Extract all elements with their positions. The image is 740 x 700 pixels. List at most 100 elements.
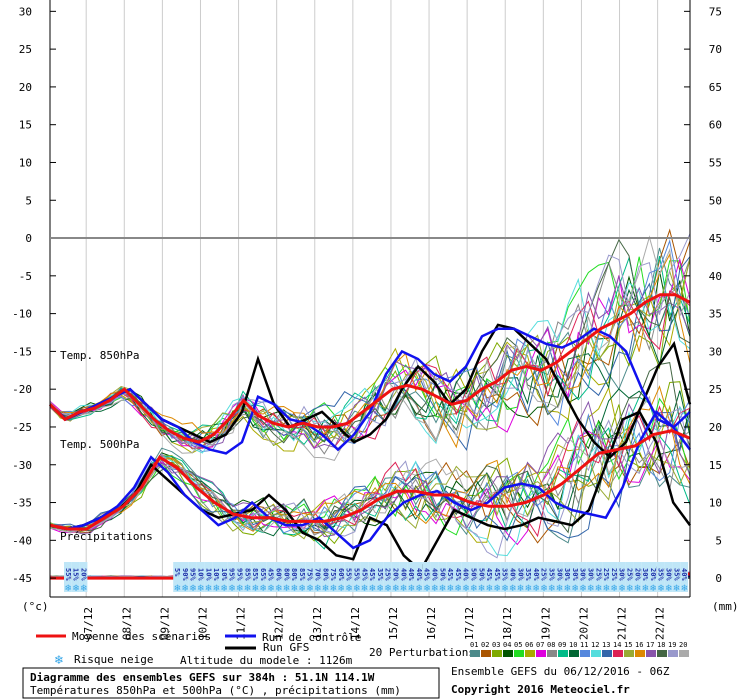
y-tick-label: -35 [12, 497, 32, 510]
snowflake-icon: ❄ [205, 584, 213, 594]
snow-risk-label: 80% [282, 568, 290, 581]
snow-cell [446, 562, 454, 592]
perturbation-swatch [602, 650, 612, 657]
perturbation-id-label: 04 [503, 641, 511, 649]
x-tick-label: 09/12 [158, 607, 171, 640]
perturbation-swatch [536, 650, 546, 657]
snow-risk-label: 85% [298, 568, 306, 581]
perturbation-id-label: 10 [569, 641, 577, 649]
snowflake-icon: ❄ [618, 584, 626, 594]
perturbation-id-label: 07 [536, 641, 544, 649]
snow-risk-label: 30% [571, 568, 579, 581]
snowflake-icon: ❄ [64, 584, 72, 594]
ensemble-info: Ensemble GEFS du 06/12/2016 - 06Z [451, 665, 670, 678]
series-t500-line [49, 429, 691, 531]
perturbation-line [49, 277, 691, 454]
snowflake-icon: ❄ [626, 584, 634, 594]
snowflake-icon: ❄ [252, 584, 260, 594]
snowflake-icon: ❄ [189, 584, 197, 594]
snow-cell [290, 562, 298, 592]
snow-cell [305, 562, 314, 592]
snow-cell [555, 562, 564, 592]
x-tick-label: 10/12 [196, 607, 209, 640]
perturbation-id-label: 12 [591, 641, 599, 649]
series-t850-line [49, 327, 691, 455]
snowflake-icon: ❄ [244, 584, 252, 594]
legend-gfs-label: Run GFS [263, 641, 309, 654]
snow-risk-label: 95% [236, 568, 244, 581]
snow-cell [344, 562, 353, 592]
x-tick-label: 16/12 [425, 607, 438, 640]
snow-cell [415, 562, 423, 592]
snowflake-icon: ❄ [423, 584, 431, 594]
snowflake-icon: ❄ [181, 584, 189, 594]
snow-risk-label: 35% [501, 568, 509, 581]
snow-cell [220, 562, 228, 592]
x-tick-label: 12/12 [273, 607, 286, 640]
y-tick-label: 20 [19, 81, 32, 94]
snow-risk-label: 25% [384, 568, 392, 581]
snow-cell [243, 562, 252, 592]
snow-risk-label: 70% [314, 568, 322, 581]
snow-cell [641, 562, 649, 592]
y-tick-label-right: 50 [709, 194, 722, 207]
perturbation-swatch [668, 650, 678, 657]
snowflake-icon: ❄ [501, 584, 509, 594]
snowflake-icon: ❄ [314, 584, 322, 594]
perturbation-swatch [635, 650, 645, 657]
snowflake-icon: ❄ [486, 584, 494, 594]
snowflake-icon: ❄ [509, 584, 517, 594]
snowflake-icon: ❄ [392, 584, 400, 594]
y-tick-label-right: 65 [709, 81, 722, 94]
x-tick-label: 07/12 [82, 607, 95, 640]
snowflake-icon: ❄ [665, 584, 673, 594]
snowflake-icon: ❄ [681, 584, 689, 594]
snow-risk-label: 20% [649, 568, 657, 581]
snowflake-icon: ❄ [220, 584, 228, 594]
snowflake-icon: ❄ [236, 584, 244, 594]
snowflake-icon: ❄ [447, 584, 455, 594]
perturbation-swatch [525, 650, 535, 657]
perturbation-swatch [558, 650, 568, 657]
y-tick-label-right: 30 [709, 345, 722, 358]
snow-risk-label: 40% [431, 568, 439, 581]
snowflake-icon: ❄ [478, 584, 486, 594]
legend-control-label: Run de contrôle [262, 631, 361, 644]
snow-risk-label: 50% [477, 568, 485, 581]
perturbation-id-label: 02 [481, 641, 489, 649]
snow-risk-label: 30% [516, 568, 524, 581]
right-axis-unit: (mm) [712, 600, 739, 613]
snow-cell [321, 562, 330, 592]
snowflake-icon: ❄ [657, 584, 665, 594]
snow-risk-label: 55% [64, 568, 72, 581]
y-tick-label: 5 [25, 194, 32, 207]
snow-cell [586, 562, 595, 592]
snowflake-icon: ❄ [603, 584, 611, 594]
perturbation-id-label: 08 [547, 641, 555, 649]
snowflake-icon: ❄ [298, 584, 306, 594]
axes: 07/12 08/12 09/12 10/12 11/12 12/12 13/12 14/12… [12, 0, 722, 640]
snow-risk-label: 75% [329, 568, 337, 581]
snow-risk-label: 45% [423, 568, 431, 581]
snow-cell [532, 562, 540, 592]
perturbation-id-label: 18 [657, 641, 665, 649]
x-tick-label: 18/12 [501, 607, 514, 640]
chart-subtitle: Températures 850hPa et 500hPa (°C) , pré… [30, 684, 401, 697]
perturbation-id-label: 06 [525, 641, 533, 649]
snow-risk-label: 80% [290, 568, 298, 581]
perturbation-id-label: 19 [668, 641, 676, 649]
perturbation-id-label: 13 [602, 641, 610, 649]
snow-cell [617, 562, 626, 592]
snowflake-icon: ❄ [275, 584, 283, 594]
snow-cell [672, 562, 681, 592]
snowflake-icon: ❄ [369, 584, 377, 594]
perturbation-id-label: 15 [624, 641, 632, 649]
snowflake-icon: ❄ [415, 584, 423, 594]
snow-cell [399, 562, 408, 592]
legend-snow-label: Risque neige [74, 653, 153, 666]
snow-cell [337, 562, 345, 592]
snow-cell [71, 562, 80, 592]
snow-risk-label: 15% [72, 568, 80, 581]
snowflake-icon: ❄ [306, 584, 314, 594]
